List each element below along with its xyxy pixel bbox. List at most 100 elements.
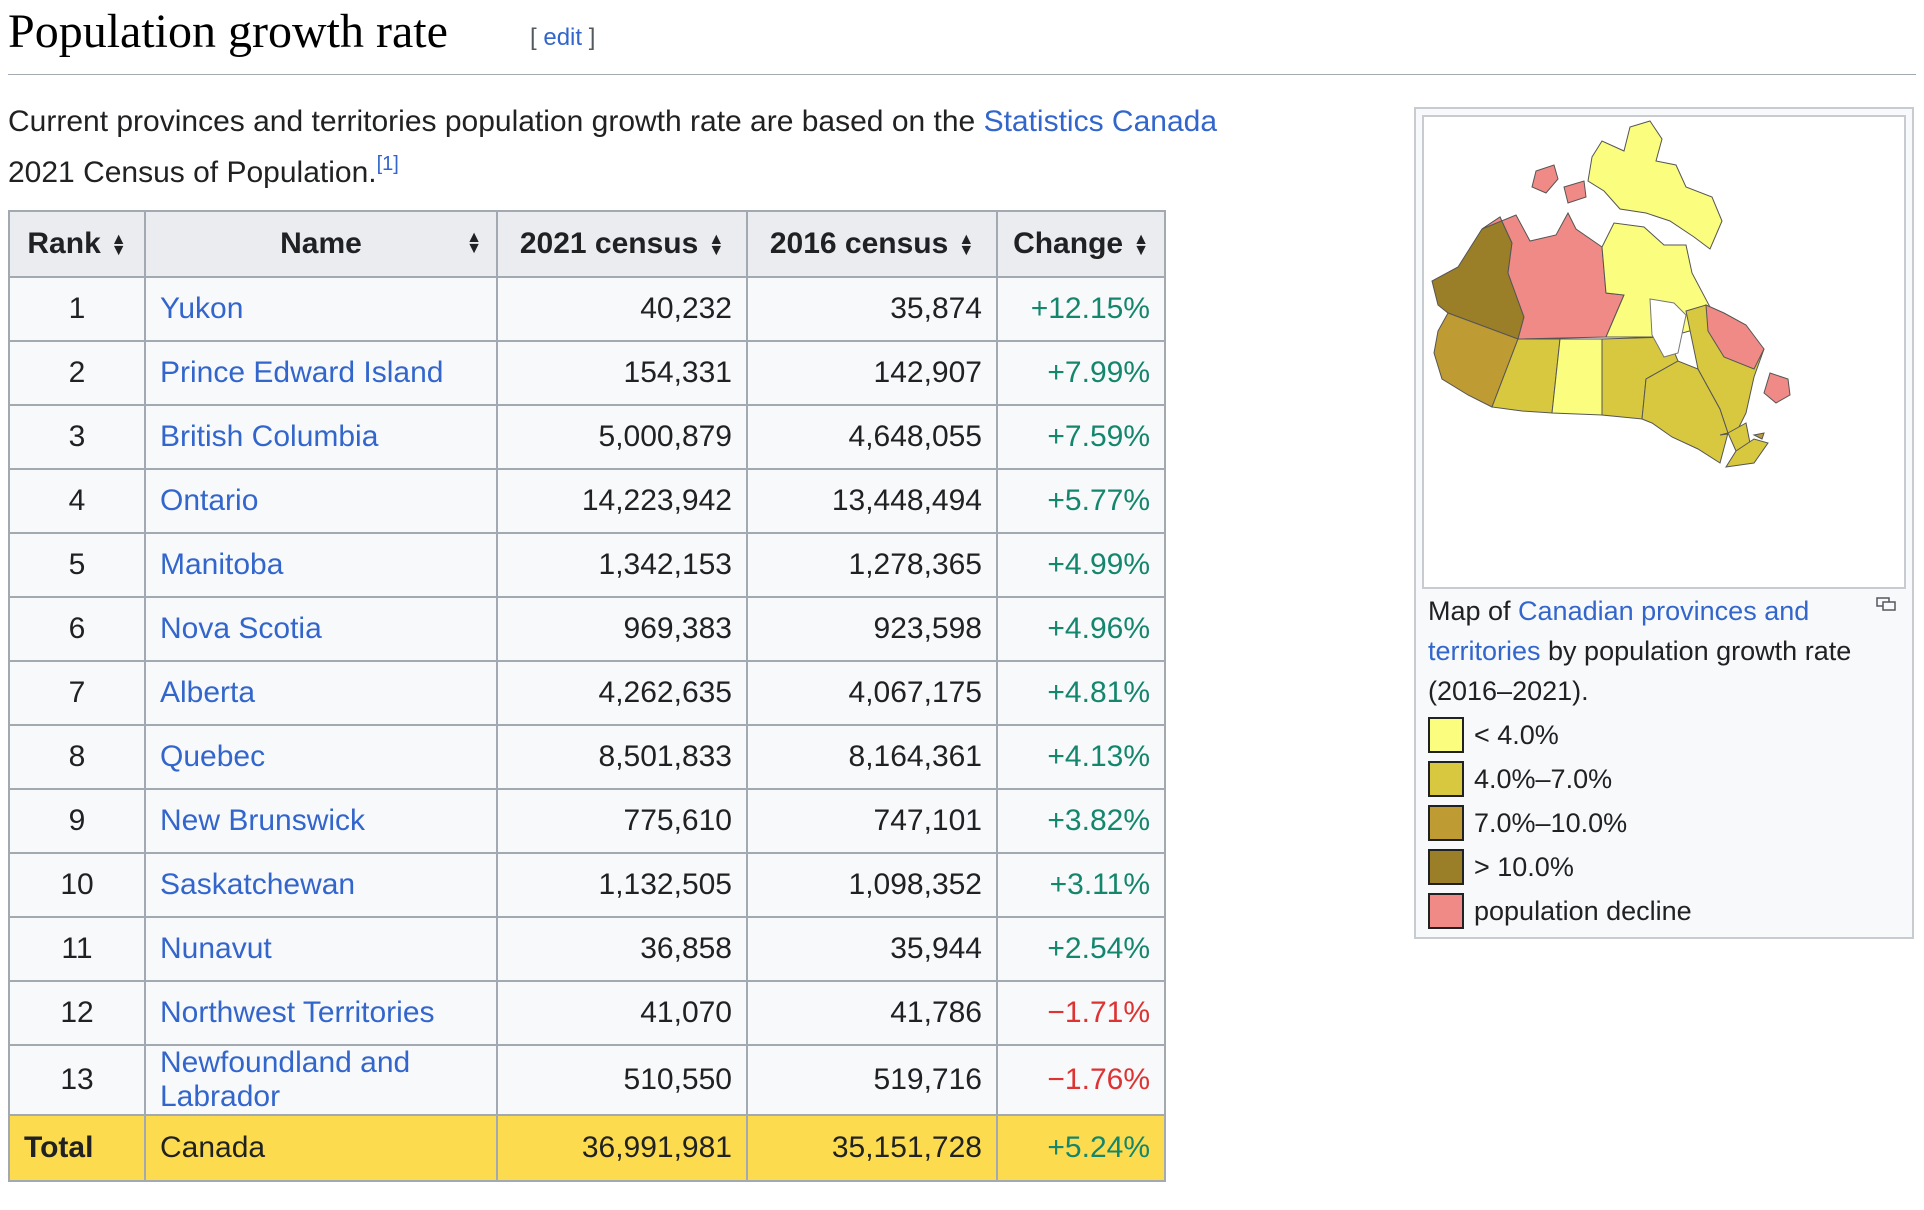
census-2016-cell: 747,101 (746, 788, 998, 854)
name-cell: British Columbia (144, 404, 498, 470)
total-change-cell: +5.24% (996, 1114, 1166, 1182)
sort-up-glyph: ▲ (708, 231, 725, 249)
province-link[interactable]: Newfoundland and Labrador (160, 1046, 411, 1113)
change-cell: +4.99% (996, 532, 1166, 598)
change-cell: +2.54% (996, 916, 1166, 982)
column-header-change[interactable]: Change ▲ ▼ (996, 210, 1166, 278)
sort-icon[interactable]: ▲ ▼ (1133, 232, 1149, 260)
rank-cell: 12 (8, 980, 146, 1046)
census-2021-cell: 775,610 (496, 788, 748, 854)
rank-cell: 3 (8, 404, 146, 470)
region-newfoundland (1763, 372, 1791, 404)
table-row: 11 Nunavut 36,858 35,944 +2.54% (8, 916, 1166, 982)
rank-cell: 7 (8, 660, 146, 726)
column-header-name[interactable]: Name ▲ ▼ (144, 210, 498, 278)
reference-link[interactable]: [1] (376, 153, 399, 175)
caption-text-after: by population growth rate (2016–2021). (1428, 636, 1852, 706)
census-2016-cell: 13,448,494 (746, 468, 998, 534)
sort-icon[interactable]: ▲ ▼ (110, 231, 127, 260)
province-link[interactable]: Saskatchewan (160, 868, 356, 901)
name-cell: New Brunswick (144, 788, 498, 854)
census-2021-cell: 969,383 (496, 596, 748, 662)
name-cell: Ontario (144, 468, 498, 534)
growth-table: Rank ▲ ▼ Name ▲ ▼ 2021 census ▲ ▼ 2016 census ▲… (8, 210, 1166, 1182)
sort-icon[interactable]: ▲ ▼ (958, 231, 975, 260)
province-link[interactable]: Yukon (160, 292, 244, 325)
page-title: Population growth rate (8, 5, 448, 58)
sort-up-glyph: ▲ (958, 231, 975, 249)
census-2021-cell: 36,858 (496, 916, 748, 982)
province-link[interactable]: Northwest Territories (160, 996, 435, 1029)
change-cell: +7.99% (996, 340, 1166, 406)
rank-cell: 6 (8, 596, 146, 662)
legend-swatch-over-10 (1428, 849, 1464, 885)
column-header-rank[interactable]: Rank ▲ ▼ (8, 210, 146, 278)
name-cell: Saskatchewan (144, 852, 498, 918)
header-label: Rank (27, 227, 101, 260)
legend-swatch-7-10 (1428, 805, 1464, 841)
legend-label: > 10.0% (1474, 852, 1574, 882)
province-link[interactable]: New Brunswick (160, 804, 366, 837)
legend-swatch-under-4 (1428, 717, 1464, 753)
rank-cell: 5 (8, 532, 146, 598)
edit-section: [ edit ] (530, 24, 595, 52)
province-link[interactable]: Quebec (160, 740, 266, 773)
census-2021-cell: 154,331 (496, 340, 748, 406)
name-cell: Northwest Territories (144, 980, 498, 1046)
legend-label: < 4.0% (1474, 720, 1559, 750)
header-label: 2021 census (519, 227, 699, 260)
province-link[interactable]: Nunavut (160, 932, 272, 965)
census-2016-cell: 519,716 (746, 1044, 998, 1116)
name-cell: Nova Scotia (144, 596, 498, 662)
legend-label: population decline (1474, 896, 1692, 926)
provinces-territories-link[interactable]: Canadian provinces and territories (1428, 596, 1810, 666)
table-row: 1 Yukon 40,232 35,874 +12.15% (8, 276, 1166, 342)
map-image-frame[interactable] (1422, 115, 1906, 589)
sort-up-glyph: ▲ (466, 229, 482, 246)
total-2016-cell: 35,151,728 (746, 1114, 998, 1182)
province-link[interactable]: Nova Scotia (160, 612, 322, 645)
rank-cell: 1 (8, 276, 146, 342)
census-2021-cell: 8,501,833 (496, 724, 748, 790)
legend-swatch-4-7 (1428, 761, 1464, 797)
name-cell: Nunavut (144, 916, 498, 982)
change-cell: +4.13% (996, 724, 1166, 790)
sort-icon[interactable]: ▲ ▼ (466, 229, 482, 257)
sort-down-glyph: ▼ (110, 242, 127, 260)
change-cell: −1.76% (996, 1044, 1166, 1116)
statistics-canada-link[interactable]: Statistics Canada (983, 105, 1218, 138)
change-cell: +4.81% (996, 660, 1166, 726)
census-2016-cell: 4,648,055 (746, 404, 998, 470)
sort-down-glyph: ▼ (958, 242, 975, 260)
province-link[interactable]: Alberta (160, 676, 256, 709)
table-row: 13 Newfoundland and Labrador 510,550 519… (8, 1044, 1166, 1116)
region-nunavut-islands (1587, 120, 1723, 250)
province-link[interactable]: Manitoba (160, 548, 284, 581)
canada-growth-map[interactable] (1424, 117, 1904, 587)
table-row: 4 Ontario 14,223,942 13,448,494 +5.77% (8, 468, 1166, 534)
change-cell: +5.77% (996, 468, 1166, 534)
province-link[interactable]: Ontario (160, 484, 259, 517)
intro-text-after: 2021 Census of Population. (8, 156, 377, 189)
province-link[interactable]: Prince Edward Island (160, 356, 444, 389)
sort-icon[interactable]: ▲ ▼ (708, 231, 725, 260)
change-cell: +3.82% (996, 788, 1166, 854)
column-header-2021[interactable]: 2021 census ▲ ▼ (496, 210, 748, 278)
sort-up-glyph: ▲ (110, 231, 127, 249)
census-2016-cell: 1,098,352 (746, 852, 998, 918)
sort-down-glyph: ▼ (708, 242, 725, 260)
table-row: 9 New Brunswick 775,610 747,101 +3.82% (8, 788, 1166, 854)
province-link[interactable]: British Columbia (160, 420, 379, 453)
rank-cell: 8 (8, 724, 146, 790)
enlarge-icon[interactable] (1876, 597, 1896, 611)
hudson-bay (1649, 298, 1687, 358)
rank-cell: 2 (8, 340, 146, 406)
caption-text-before: Map of (1428, 596, 1519, 626)
table-row: 3 British Columbia 5,000,879 4,648,055 +… (8, 404, 1166, 470)
map-caption: Map of Canadian provinces and territorie… (1428, 591, 1898, 711)
legend-swatch-decline (1428, 893, 1464, 929)
census-2021-cell: 41,070 (496, 980, 748, 1046)
edit-link[interactable]: edit (543, 24, 583, 51)
column-header-2016[interactable]: 2016 census ▲ ▼ (746, 210, 998, 278)
sort-down-glyph: ▼ (1133, 242, 1149, 260)
